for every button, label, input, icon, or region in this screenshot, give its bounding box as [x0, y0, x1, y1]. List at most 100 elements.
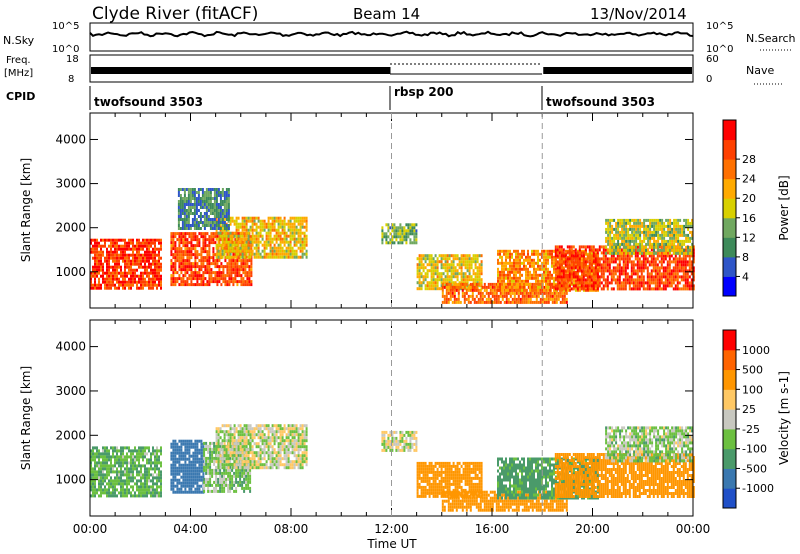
power-cell-1 — [178, 256, 181, 260]
power-cell-9 — [655, 245, 658, 249]
power-cell-8 — [684, 266, 687, 270]
power-cell-1 — [214, 265, 217, 269]
power-cell-0 — [90, 247, 92, 251]
power-cell-2 — [251, 243, 254, 247]
power-cell-0 — [108, 262, 110, 266]
power-cell-1 — [172, 274, 175, 278]
power-cell-3 — [223, 206, 226, 209]
velocity-cell-0 — [106, 491, 108, 495]
power-cell-7 — [585, 273, 587, 277]
power-cell-2 — [295, 252, 298, 256]
power-cell-1 — [244, 271, 247, 275]
power-cell-4 — [391, 235, 394, 239]
power-cell-7 — [547, 285, 549, 289]
power-cell-8 — [654, 257, 657, 261]
power-cell-1 — [180, 232, 183, 236]
power-cell-5 — [424, 275, 427, 279]
power-cell-8 — [642, 278, 645, 282]
power-cell-6 — [507, 285, 510, 289]
power-cell-7 — [523, 288, 525, 292]
power-cell-1 — [214, 259, 217, 263]
power-cell-8 — [564, 275, 567, 279]
power-cell-0 — [116, 271, 118, 275]
power-cell-2 — [269, 216, 272, 220]
power-cell-9 — [669, 230, 672, 234]
power-cell-5 — [476, 257, 479, 261]
power-cell-5 — [424, 260, 427, 264]
power-cell-8 — [564, 257, 567, 261]
power-cell-6 — [501, 294, 504, 298]
power-cell-0 — [148, 280, 150, 284]
power-cell-5 — [452, 260, 455, 264]
power-cell-3 — [181, 197, 184, 200]
power-cell-2 — [237, 249, 240, 253]
power-cell-8 — [628, 257, 631, 261]
power-cell-7 — [589, 261, 591, 265]
power-cell-0 — [144, 244, 146, 248]
power-cell-5 — [428, 284, 431, 288]
power-cell-7 — [551, 255, 553, 259]
power-cell-2 — [255, 255, 258, 259]
power-cell-1 — [178, 253, 181, 257]
power-cell-9 — [679, 227, 682, 231]
power-cell-9 — [621, 227, 624, 231]
power-cell-8 — [604, 248, 607, 252]
power-cell-0 — [104, 280, 106, 284]
power-cell-5 — [476, 278, 479, 282]
power-cell-5 — [422, 254, 425, 258]
power-cell-5 — [476, 254, 479, 258]
power-cell-0 — [136, 286, 138, 290]
power-cell-3 — [213, 191, 216, 194]
power-cell-3 — [201, 197, 204, 200]
power-cell-7 — [531, 273, 533, 277]
power-cell-3 — [183, 188, 186, 191]
power-cell-1 — [238, 280, 241, 284]
power-cell-2 — [251, 222, 254, 226]
power-cell-0 — [106, 262, 108, 266]
power-cell-8 — [564, 263, 567, 267]
power-cell-9 — [639, 236, 642, 240]
power-cell-9 — [637, 221, 640, 225]
power-cell-7 — [551, 252, 553, 256]
power-cell-9 — [641, 248, 644, 252]
power-cell-9 — [621, 221, 624, 225]
power-cell-3 — [183, 194, 186, 197]
power-cell-5 — [440, 254, 443, 258]
power-cell-1 — [204, 259, 207, 263]
power-cell-0 — [98, 244, 100, 248]
power-cell-2 — [277, 228, 280, 232]
power-cell-5 — [466, 260, 469, 264]
power-cell-9 — [651, 218, 654, 222]
power-cell-3 — [205, 191, 208, 194]
power-cell-9 — [621, 224, 624, 228]
power-cell-9 — [617, 230, 620, 234]
power-cell-8 — [598, 275, 601, 279]
power-cell-0 — [148, 259, 150, 263]
power-cell-8 — [578, 275, 581, 279]
power-cell-0 — [102, 265, 104, 269]
power-cell-0 — [150, 277, 152, 281]
power-cell-8 — [606, 275, 609, 279]
power-cell-6 — [485, 285, 488, 289]
power-cell-0 — [156, 286, 158, 290]
velocity-cell-0 — [124, 458, 126, 462]
power-cell-7 — [505, 267, 507, 271]
power-cell-2 — [283, 231, 286, 235]
power-cell-7 — [497, 252, 499, 256]
power-cell-0 — [96, 268, 98, 272]
power-cell-0 — [146, 259, 148, 263]
power-cell-0 — [130, 253, 132, 257]
velocity-cell-0 — [122, 473, 124, 477]
power-cell-1 — [250, 283, 253, 287]
power-cell-8 — [578, 245, 581, 249]
power-cell-0 — [110, 274, 112, 278]
power-cell-3 — [201, 206, 204, 209]
velocity-cell-0 — [108, 449, 110, 453]
power-cell-0 — [158, 277, 160, 281]
power-cell-3 — [215, 197, 218, 200]
power-cell-9 — [637, 248, 640, 252]
power-cell-3 — [213, 194, 216, 197]
power-cell-3 — [215, 203, 218, 206]
power-cell-8 — [560, 275, 563, 279]
power-cell-1 — [228, 280, 231, 284]
